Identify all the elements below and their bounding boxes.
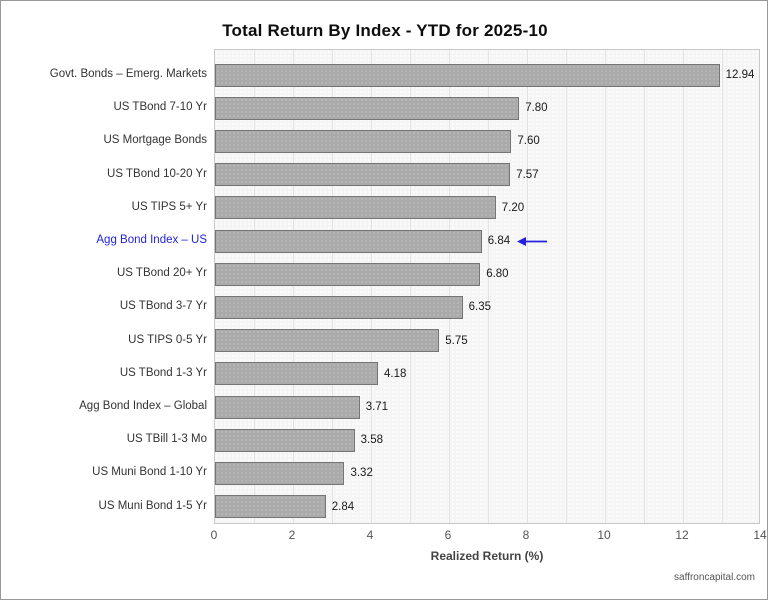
gridline: [293, 50, 294, 523]
value-label: 7.80: [525, 102, 548, 115]
gridline: [644, 50, 645, 523]
value-label-group: 7.20: [502, 196, 524, 219]
value-label-group: 12.94: [726, 64, 755, 87]
bar: [215, 362, 379, 386]
category-label: US TBill 1-3 Mo: [126, 433, 207, 446]
bar: [215, 329, 440, 353]
value-label-group: 2.84: [332, 495, 354, 518]
x-tick-label: 4: [366, 528, 374, 542]
x-axis-title: Realized Return (%): [430, 549, 544, 563]
category-label: US Muni Bond 1-10 Yr: [92, 466, 207, 479]
value-label: 6.35: [468, 301, 492, 314]
value-label: 2.84: [331, 500, 355, 513]
gridline: [488, 50, 489, 523]
bar: [215, 461, 345, 485]
x-tick-label: 10: [597, 528, 611, 542]
value-label: 3.58: [360, 434, 383, 447]
category-label: US TIPS 5+ Yr: [131, 200, 207, 213]
value-label: 7.20: [501, 201, 525, 214]
value-label-group: 4.18: [384, 362, 406, 385]
bar: [215, 262, 481, 286]
bar: [215, 163, 511, 187]
category-label: US TBond 1-3 Yr: [119, 366, 207, 379]
value-label: 3.32: [350, 467, 373, 480]
category-label: Agg Bond Index – Global: [79, 400, 207, 412]
category-label: Govt. Bonds – Emerg. Markets: [49, 68, 207, 80]
value-label-group: 3.71: [366, 396, 388, 419]
value-label-group: 3.58: [361, 429, 383, 452]
value-label: 7.60: [517, 135, 540, 148]
bar: [215, 229, 482, 253]
gridline: [683, 50, 684, 523]
value-label-group: 6.84: [488, 230, 549, 253]
bar: [215, 395, 360, 419]
value-label: 6.80: [486, 268, 509, 281]
plot-area: 12.94 7.80 7.60 7.57 7.20 6.84 6.80 6.35 5.75 4.1…: [214, 49, 760, 524]
bar: [215, 428, 355, 452]
x-axis-ticks: 0 2 4 6 8 10 12 14: [210, 528, 767, 544]
watermark-text: saffroncapital.com: [674, 572, 755, 583]
value-label-group: 5.75: [445, 329, 467, 352]
category-label: US TBond 20+ Yr: [116, 267, 207, 280]
bar: [215, 63, 720, 87]
category-label: US Muni Bond 1-5 Yr: [98, 499, 207, 512]
value-label: 5.75: [445, 334, 468, 347]
gridline: [722, 50, 723, 523]
value-label-group: 3.32: [350, 462, 372, 485]
y-axis-category-labels: Govt. Bonds – Emerg. Markets US TBond 7-1…: [1, 49, 207, 524]
bar: [215, 196, 496, 220]
x-tick-label: 8: [522, 528, 530, 542]
gridline: [605, 50, 606, 523]
left-arrow-icon: [517, 236, 548, 246]
value-label-group: 7.60: [517, 130, 539, 153]
x-tick-label: 2: [288, 528, 296, 542]
x-tick-label: 6: [444, 528, 452, 542]
category-label: US TBond 10-20 Yr: [107, 167, 207, 180]
chart-title: Total Return By Index - YTD for 2025-10: [222, 21, 548, 40]
category-label: US Mortgage Bonds: [103, 134, 207, 147]
gridline: [449, 50, 450, 523]
value-label-group: 6.35: [469, 296, 491, 319]
gridline: [371, 50, 372, 523]
bar: [215, 129, 512, 153]
value-label: 7.57: [516, 168, 539, 181]
gridline: [566, 50, 567, 523]
x-tick-label: 14: [753, 528, 767, 542]
category-label: US TIPS 0-5 Yr: [128, 333, 207, 346]
bar: [215, 495, 326, 519]
value-label: 3.71: [365, 401, 389, 413]
gridline: [527, 50, 528, 523]
category-label: US TBond 7-10 Yr: [113, 101, 207, 114]
x-tick-label: 12: [675, 528, 689, 542]
bar: [215, 96, 520, 120]
gridline: [254, 50, 255, 523]
gridline: [410, 50, 411, 523]
category-label: Agg Bond Index – US: [96, 234, 207, 246]
x-tick-label: 0: [210, 528, 218, 542]
value-label: 12.94: [725, 69, 755, 81]
bar: [215, 295, 463, 319]
value-label-group: 6.80: [486, 263, 508, 286]
value-label: 4.18: [384, 367, 407, 380]
value-label-group: 7.57: [516, 163, 538, 186]
category-label: US TBond 3-7 Yr: [119, 300, 207, 313]
value-label-group: 7.80: [525, 97, 547, 120]
gridline: [332, 50, 333, 523]
value-label: 6.84: [487, 235, 511, 247]
